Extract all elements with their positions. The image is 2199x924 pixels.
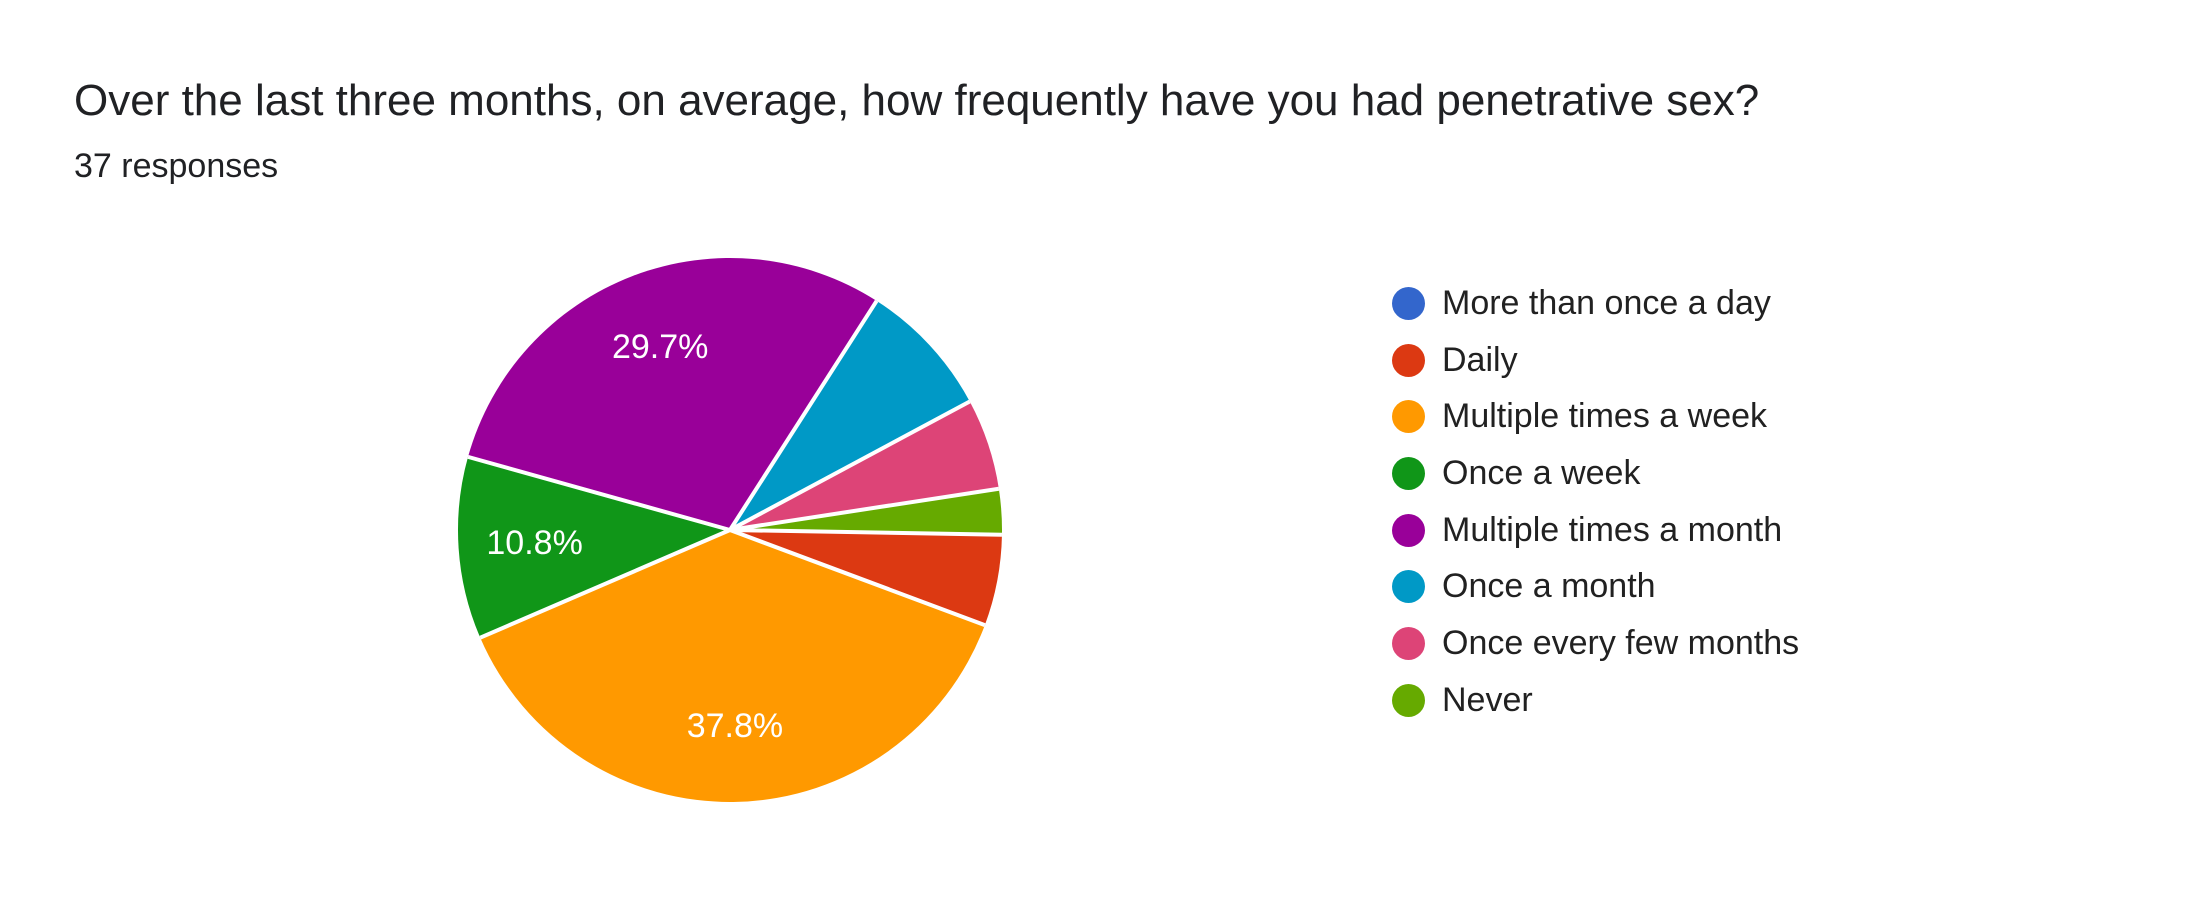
legend-item-once-a-month: Once a month — [1392, 558, 1799, 615]
legend-item-daily: Daily — [1392, 332, 1799, 389]
pie-slice-multiple-times-a-week[interactable] — [480, 530, 985, 802]
pie-slice-percentage-label: 37.8% — [687, 707, 783, 745]
legend-label: Once a month — [1442, 567, 1656, 606]
pie-slice-multiple-times-a-month[interactable] — [468, 258, 877, 530]
pie-slice-once-a-month[interactable] — [730, 300, 970, 530]
legend-item-multiple-times-a-month: Multiple times a month — [1392, 502, 1799, 559]
legend-swatch-icon — [1392, 513, 1425, 547]
legend-label: Never — [1442, 680, 1533, 719]
legend-swatch-icon — [1392, 343, 1425, 377]
slice-separator — [467, 454, 731, 532]
legend-label: Once every few months — [1442, 623, 1800, 662]
legend-swatch-icon — [1392, 626, 1425, 660]
legend-swatch-icon — [1392, 456, 1425, 490]
legend-swatch-icon — [1392, 570, 1425, 604]
pie-slice-percentage-label: 10.8% — [486, 524, 582, 562]
legend-item-once-a-week: Once a week — [1392, 445, 1799, 502]
legend-item-once-every-few-months: Once every few months — [1392, 615, 1799, 672]
pie-slice-percentage-label: 29.7% — [612, 328, 708, 366]
legend-swatch-icon — [1392, 400, 1425, 434]
pie-slice-once-a-week[interactable] — [457, 456, 730, 638]
legend-label: Once a week — [1442, 453, 1641, 492]
slice-separator — [479, 528, 731, 640]
legend-label: More than once a day — [1442, 283, 1771, 322]
chart-legend: More than once a day Daily Multiple times … — [1392, 275, 1799, 729]
question-title: Over the last three months, on average, … — [74, 76, 1760, 125]
slice-separator — [728, 299, 879, 532]
legend-item-multiple-times-a-week: Multiple times a week — [1392, 388, 1799, 445]
legend-item-never: Never — [1392, 672, 1799, 729]
slice-separator — [729, 399, 971, 532]
legend-label: Daily — [1442, 340, 1518, 379]
legend-label: Multiple times a week — [1442, 397, 1768, 436]
slice-separator — [729, 528, 986, 627]
legend-item-more-than-once-a-day: More than once a day — [1392, 275, 1799, 332]
slice-separator — [729, 528, 1002, 537]
legend-swatch-icon — [1392, 683, 1425, 717]
legend-swatch-icon — [1392, 286, 1425, 320]
slice-separator — [729, 486, 1000, 532]
response-count: 37 responses — [74, 147, 279, 185]
legend-label: Multiple times a month — [1442, 510, 1783, 549]
